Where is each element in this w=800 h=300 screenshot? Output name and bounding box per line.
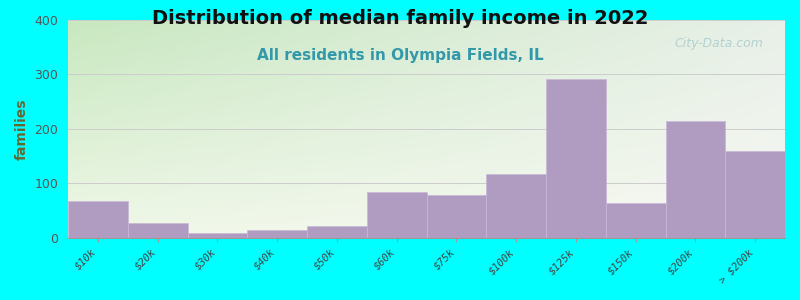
Text: Distribution of median family income in 2022: Distribution of median family income in … (152, 9, 648, 28)
Bar (426, 196, 486, 238)
Bar (68, 201, 128, 238)
Bar (128, 223, 188, 238)
Text: City-Data.com: City-Data.com (674, 38, 763, 50)
Bar (546, 79, 606, 238)
Bar (726, 151, 785, 238)
Bar (666, 121, 726, 238)
Bar (188, 232, 247, 238)
Y-axis label: families: families (15, 98, 29, 160)
Bar (606, 202, 666, 238)
Text: All residents in Olympia Fields, IL: All residents in Olympia Fields, IL (257, 48, 543, 63)
Bar (247, 230, 307, 238)
Bar (486, 174, 546, 238)
Bar (307, 226, 367, 238)
Bar (367, 192, 426, 238)
